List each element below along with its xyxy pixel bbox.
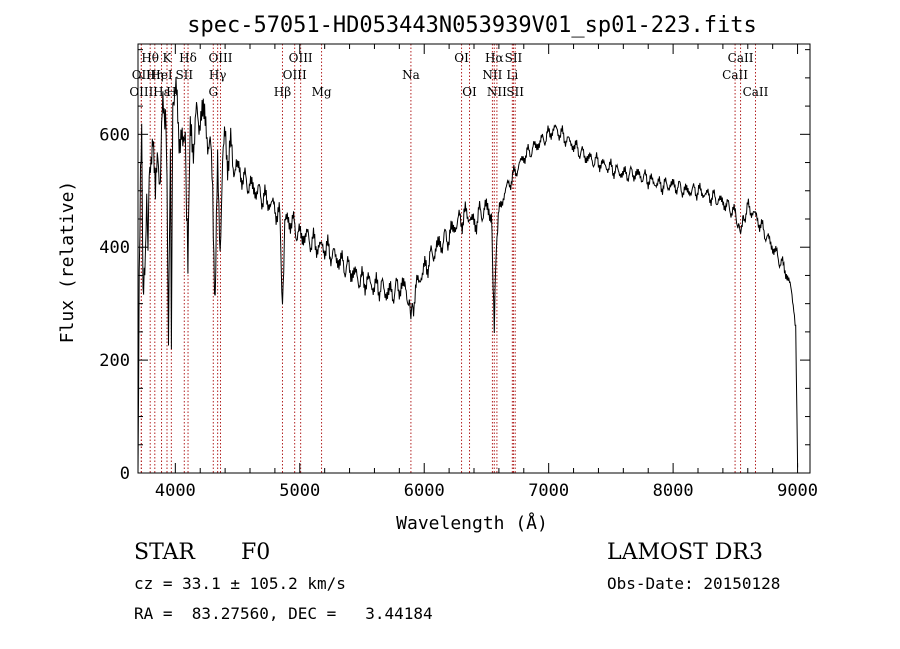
object-type: STAR	[134, 540, 195, 565]
y-axis-ticks: 0 200 400 600	[99, 49, 810, 484]
spectrum-line	[137, 76, 799, 474]
line-marker-label: Hθ	[141, 51, 159, 65]
line-marker-label: Mg	[312, 85, 332, 99]
line-marker-label: NII	[482, 68, 502, 82]
plot-frame	[137, 43, 811, 474]
survey-name: LAMOST DR3	[607, 540, 763, 565]
y-tick-label: 600	[99, 125, 130, 145]
x-tick-label: 6000	[404, 481, 445, 501]
x-axis-label: Wavelength (Å)	[396, 512, 548, 534]
line-marker-label: OIII	[283, 68, 307, 82]
line-marker-label: OI	[462, 85, 477, 99]
line-marker-label: Hγ	[209, 68, 227, 82]
x-tick-label: 4000	[155, 481, 196, 501]
observation-date: Obs-Date: 20150128	[607, 574, 781, 593]
line-marker-label: Li	[506, 68, 518, 82]
line-marker-label: CaII	[722, 68, 748, 82]
line-marker-label: H	[166, 85, 176, 99]
line-marker-label: Hβ	[274, 85, 291, 99]
line-marker-label: CaII	[743, 85, 769, 99]
x-tick-label: 5000	[279, 481, 320, 501]
line-marker-label: Hα	[485, 51, 504, 65]
redshift-cz: cz = 33.1 ± 105.2 km/s	[134, 574, 346, 593]
x-tick-label: 9000	[777, 481, 818, 501]
line-marker-label: Hε	[153, 85, 170, 99]
line-marker-label: SII	[505, 51, 523, 65]
x-tick-label: 8000	[653, 481, 694, 501]
line-marker-label: Hη	[146, 68, 164, 82]
line-marker-label: K	[163, 51, 173, 65]
y-tick-label: 400	[99, 238, 130, 258]
line-marker-label: Hδ	[179, 51, 197, 65]
x-tick-label: 7000	[528, 481, 569, 501]
y-tick-label: 0	[120, 464, 130, 484]
line-marker-label: OII	[132, 68, 152, 82]
line-marker-label: SII	[506, 85, 524, 99]
chart-title: spec-57051-HD053443N053939V01_sp01-223.f…	[187, 13, 757, 38]
line-marker-lines	[140, 44, 756, 473]
x-axis-ticks: 4000 5000 6000 7000 8000 9000	[155, 44, 818, 501]
y-axis-label: Flux (relative)	[57, 181, 78, 344]
line-marker-label: OIII	[129, 85, 153, 99]
line-marker-label: NII	[487, 85, 507, 99]
line-marker-label: CaII	[728, 51, 754, 65]
line-marker-label: OIII	[289, 51, 313, 65]
line-marker-label: G	[208, 85, 218, 99]
line-marker-label: OI	[454, 51, 469, 65]
y-tick-label: 200	[99, 351, 130, 371]
object-subclass: F0	[241, 540, 271, 565]
coordinates: RA = 83.27560, DEC = 3.44184	[134, 604, 433, 623]
line-marker-label: HeI	[150, 68, 173, 82]
line-marker-label: SII	[175, 68, 193, 82]
line-marker-label: Na	[402, 68, 420, 82]
line-marker-label: OIII	[208, 51, 232, 65]
